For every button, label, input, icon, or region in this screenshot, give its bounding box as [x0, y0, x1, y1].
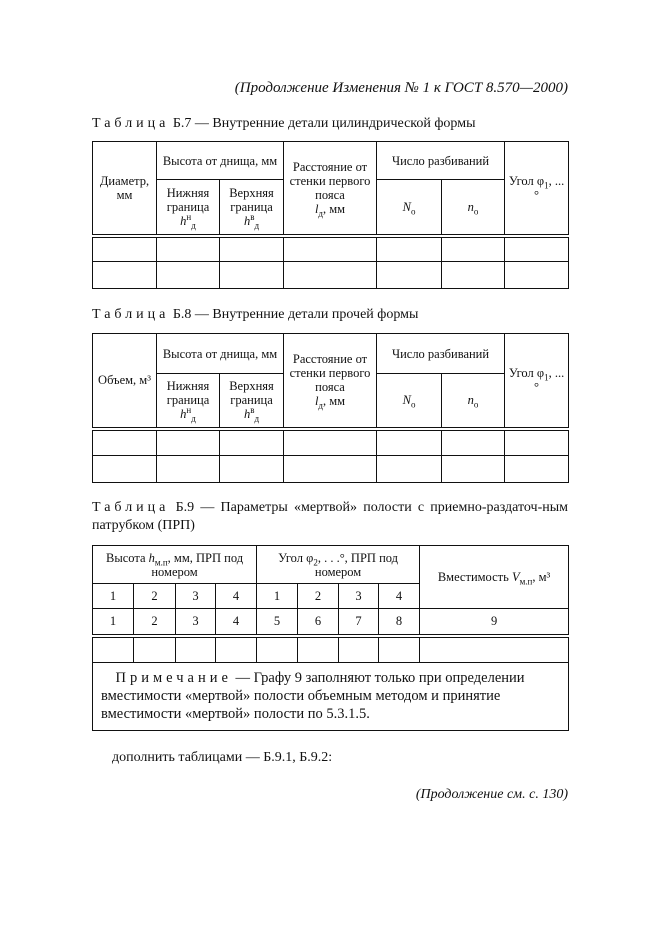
table-b9: Высота hм.п, мм, ПРП под номером Угол φ2…	[91, 545, 570, 731]
table-b7: Диаметр, мм Высота от днища, мм Расстоян…	[92, 141, 570, 289]
caption-label: Таблица	[92, 500, 170, 515]
caption-label: Таблица	[92, 116, 170, 131]
table-b7-caption: Таблица Б.7 — Внутренние детали цилиндри…	[92, 116, 476, 132]
continuation-footer: (Продолжение см. с. 130)	[415, 787, 568, 802]
header-angle: Угол φ1, ...°	[504, 333, 570, 431]
header-volume: Объем, м³	[92, 333, 157, 431]
table-row	[92, 235, 570, 262]
table-b9-caption: Таблица Б.9 — Параметры «мертвой» полост…	[92, 499, 568, 535]
header-splits: Число разбиваний	[376, 333, 506, 374]
caption-text: Б.9 — Параметры «мертвой» полости с прие…	[92, 500, 569, 533]
header-angle: Угол φ1, ...°	[504, 141, 570, 238]
header-splits: Число разбиваний	[376, 141, 506, 180]
table-row	[92, 428, 570, 456]
header-N: Nо	[376, 179, 443, 238]
table-b8: Объем, м³ Высота от днища, мм Расстояние…	[92, 333, 570, 483]
header-lower: Нижняя граница hнд	[156, 373, 220, 431]
table-row	[92, 635, 570, 663]
header-height: Высота от днища, мм	[155, 141, 285, 180]
header-height: Высота от днища, мм	[155, 333, 285, 374]
note-text: — Графу 9 заполняют только при определен…	[101, 670, 525, 722]
header-n: nо	[441, 179, 506, 238]
header-height: Высота hм.п, мм, ПРП под номером	[91, 545, 258, 584]
body-text: дополнить таблицами — Б.9.1, Б.9.2:	[112, 750, 333, 765]
header-capacity: Вместимость Vм.п, м³	[419, 545, 570, 609]
caption-text: Б.8 — Внутренние детали прочей формы	[172, 307, 419, 322]
running-header: (Продолжение Изменения № 1 к ГОСТ 8.570—…	[234, 80, 568, 96]
caption-label: Таблица	[92, 307, 170, 322]
header-upper: Верхняя граница hвд	[218, 179, 285, 238]
header-n: nо	[441, 373, 506, 431]
header-angle: Угол φ2, . . .°, ПРП под номером	[256, 545, 421, 584]
table-row	[92, 261, 570, 289]
header-lower: Нижняя граница hнд	[156, 179, 220, 238]
header-diameter: Диаметр, мм	[92, 141, 157, 238]
header-distance: Расстояние от стенки первого пояса lд, мм	[283, 333, 378, 431]
table-b8-caption: Таблица Б.8 — Внутренние детали прочей ф…	[92, 307, 418, 323]
caption-text: Б.7 — Внутренние детали цилиндрической ф…	[172, 116, 476, 131]
table-row	[92, 455, 570, 483]
header-upper: Верхняя граница hвд	[218, 373, 285, 431]
note-label: Примечание	[115, 670, 232, 686]
header-N: Nо	[376, 373, 443, 431]
table-note: Примечание — Графу 9 заполняют только пр…	[91, 662, 570, 731]
header-distance: Расстояние от стенки первого пояса lд, мм	[283, 141, 378, 238]
